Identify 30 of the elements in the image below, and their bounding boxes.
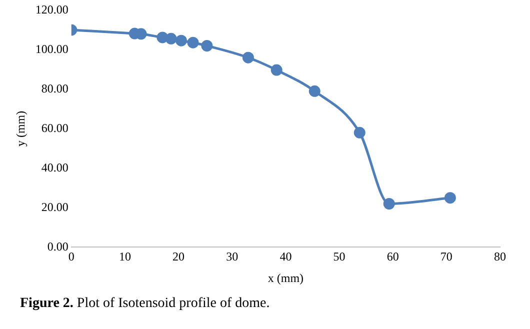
y-tick-label: 80.00	[41, 81, 68, 96]
point	[383, 198, 395, 210]
point	[354, 126, 366, 138]
x-tick-label: 30	[226, 250, 238, 264]
x-tick-label: 50	[333, 250, 346, 264]
caption: Figure 2. Plot of Isotensoid profile of dome.	[20, 296, 270, 312]
x-tick-label: 0	[68, 250, 74, 264]
y-axis-title: y (mm)	[13, 110, 28, 147]
y-tick-label: 100.00	[35, 42, 68, 56]
point	[165, 32, 177, 44]
x-tick-label: 80	[494, 250, 506, 264]
point	[308, 85, 320, 97]
point	[156, 32, 168, 44]
point	[187, 36, 199, 48]
x-axis-title: x (mm)	[268, 270, 304, 285]
x-tick-label: 60	[386, 250, 399, 264]
y-tick-label: 20.00	[41, 200, 68, 214]
point	[175, 34, 187, 46]
x-tick-label: 70	[440, 250, 452, 264]
point	[201, 40, 213, 52]
point	[242, 52, 254, 64]
y-tick-label: 0.00	[47, 239, 68, 254]
point	[444, 192, 456, 204]
point	[270, 64, 282, 76]
x-tick-label: 40	[280, 250, 292, 264]
y-tick-label: 40.00	[41, 160, 68, 174]
y-tick-label: 120.00	[35, 2, 68, 16]
x-tick-label: 20	[172, 250, 185, 264]
y-tick-label: 60.00	[41, 120, 68, 135]
x-tick-label: 10	[118, 250, 131, 264]
